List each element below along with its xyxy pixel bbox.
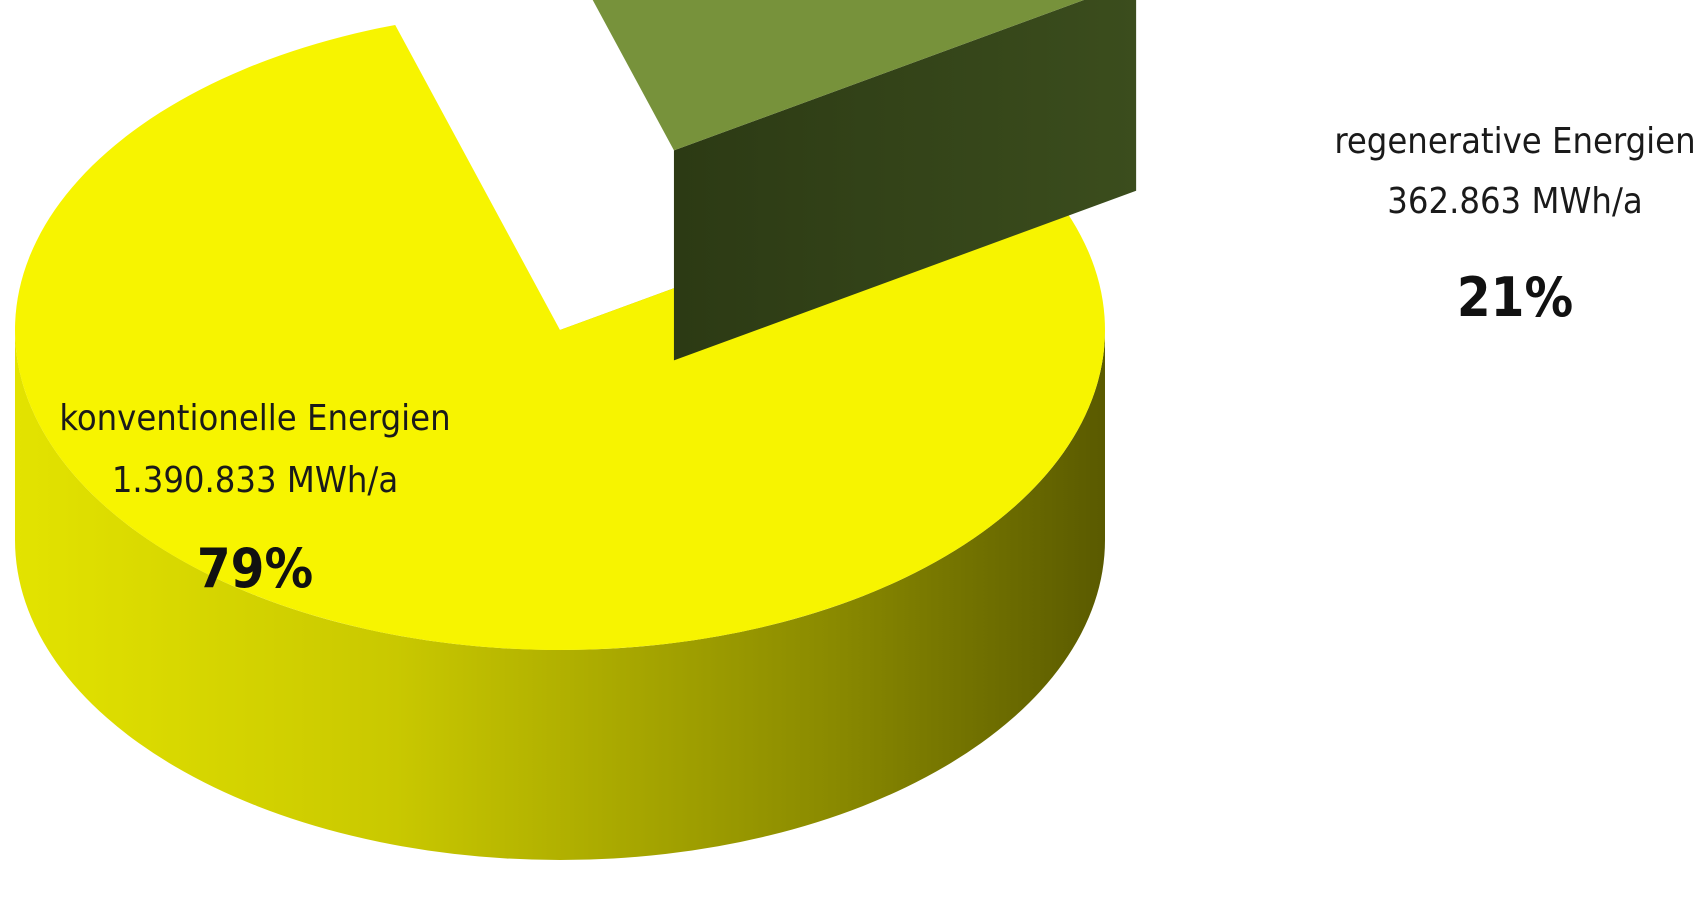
- slice-label-regenerative-percent: 21%: [1457, 266, 1573, 329]
- labels-layer: konventionelle Energien 1.390.833 MWh/a …: [59, 121, 1695, 600]
- slices-layer: [14, 0, 1137, 860]
- slice-label-regenerative-value: 362.863 MWh/a: [1387, 181, 1642, 222]
- slice-konventionelle-outer-wall: [15, 330, 1105, 860]
- slice-konventionelle-top: [14, 24, 1106, 650]
- slice-label-konventionelle-name: konventionelle Energien: [59, 398, 450, 439]
- slice-regenerative-cut-face: [673, 0, 1137, 361]
- slice-label-konventionelle-value: 1.390.833 MWh/a: [112, 460, 398, 501]
- slice-label-konventionelle-percent: 79%: [197, 537, 313, 600]
- slice-regenerative-top: [592, 0, 1084, 151]
- slice-label-regenerative-name: regenerative Energien: [1334, 121, 1695, 162]
- slice-regenerative: [592, 0, 1137, 361]
